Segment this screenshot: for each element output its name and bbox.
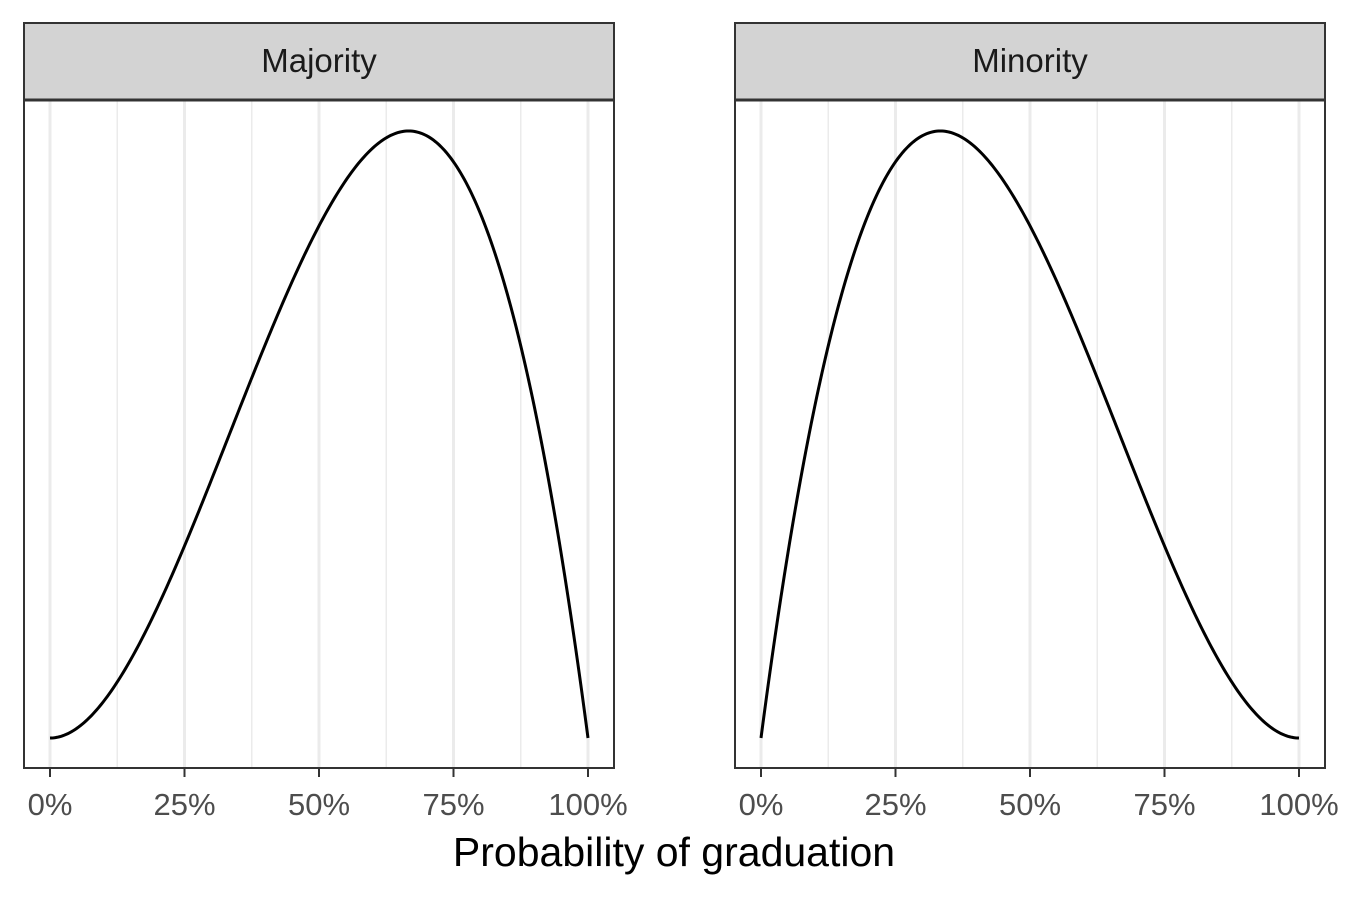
facet-majority: Majority 0% 25% 50% 75% 100% [23,22,628,822]
facet-strip [23,22,615,101]
x-tick-label: 100% [548,787,627,822]
x-tick-label: 75% [422,787,484,822]
facet-minority: Minority 0% 25% 50% 75% 100% [734,22,1339,822]
x-tick-label: 75% [1133,787,1195,822]
x-tick-label: 0% [739,787,784,822]
x-tick-label: 100% [1259,787,1338,822]
x-tick-label: 0% [28,787,73,822]
facet-panels: Majority 0% 25% 50% 75% 100% Minority 0% 25% 50% 7… [23,22,1339,822]
x-tick-label: 50% [288,787,350,822]
facet-strip [734,22,1326,101]
density-curve [759,129,1300,740]
x-tick-label: 25% [864,787,926,822]
facet-label: Minority [972,42,1088,79]
x-tick-label: 50% [999,787,1061,822]
facet-label: Majority [261,42,377,79]
x-axis-title: Probability of graduation [453,829,895,875]
density-curve [49,129,590,740]
x-tick-label: 25% [153,787,215,822]
